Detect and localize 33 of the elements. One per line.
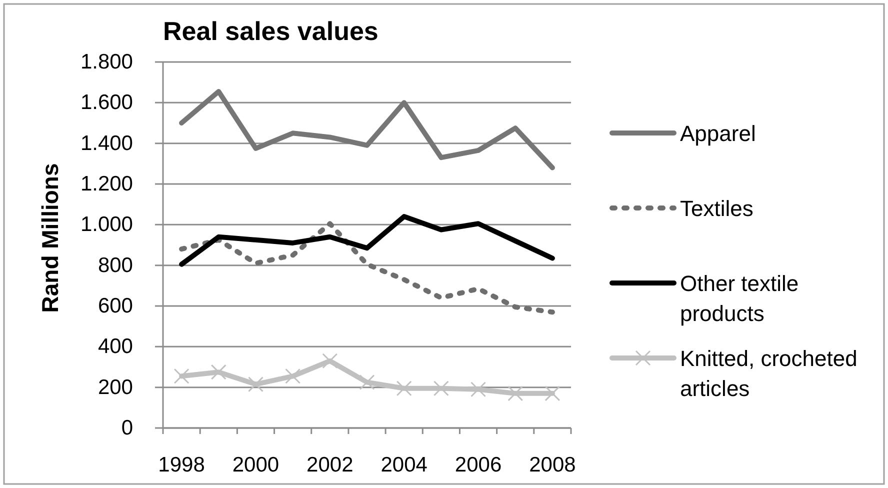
legend-label: Apparel (680, 120, 756, 146)
point (285, 368, 301, 384)
legend-label: Other textile products (680, 270, 799, 326)
y-tick-label: 1.400 (80, 132, 133, 155)
point (544, 386, 560, 402)
legend-label: Knitted, crocheted articles (680, 346, 858, 400)
y-tick-label: 1.600 (80, 91, 133, 114)
point (359, 374, 375, 390)
y-tick-label: 1.000 (80, 213, 133, 236)
x-tick-label: 2002 (306, 454, 354, 476)
chart-title: Real sales values (163, 16, 378, 46)
y-tick-label: 800 (98, 254, 133, 277)
y-tick-label: 0 (121, 416, 133, 440)
y-tick-label: 200 (98, 376, 133, 399)
x-tick-label: 2000 (232, 454, 280, 476)
x-tick-label: 2004 (380, 454, 428, 476)
y-tick-label: 400 (98, 335, 133, 358)
y-tick-label: 1.200 (80, 172, 133, 196)
point (508, 386, 524, 402)
legend-label: Textiles (680, 196, 754, 220)
point (210, 364, 226, 380)
y-tick-label: 1.800 (80, 50, 133, 74)
point (174, 368, 190, 384)
point (322, 353, 338, 369)
point (470, 382, 486, 398)
y-axis-title: Rand Millions (37, 163, 63, 313)
x-tick-label: 2006 (454, 454, 502, 476)
y-tick-label: 600 (98, 294, 133, 318)
x-tick-label: 1998 (158, 454, 205, 476)
x-tick-label: 2008 (529, 454, 576, 476)
point (396, 380, 412, 396)
point (248, 376, 264, 392)
point (433, 380, 449, 396)
